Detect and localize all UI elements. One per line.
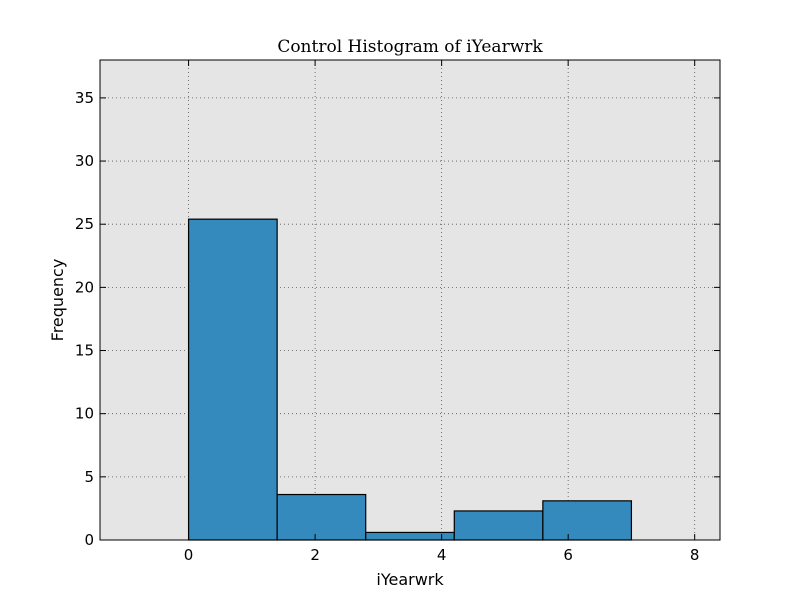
histogram-bar <box>542 500 633 541</box>
y-tick-label: 0 <box>84 531 94 549</box>
chart-title: Control Histogram of iYearwrk <box>277 37 543 57</box>
y-tick-label: 35 <box>75 89 94 107</box>
plot-frame <box>99 59 721 541</box>
x-axis-ticks: 0 2 4 6 8 <box>184 60 700 564</box>
histogram-bar <box>276 493 367 541</box>
histogram-bars <box>187 218 633 541</box>
histogram-bar <box>187 218 278 541</box>
x-axis-label: iYearwrk <box>376 570 444 589</box>
y-tick-label: 5 <box>84 468 94 486</box>
y-tick-label: 10 <box>75 405 94 423</box>
y-tick-label: 20 <box>75 278 94 296</box>
y-tick-label: 15 <box>75 342 94 360</box>
histogram-bar <box>365 531 455 541</box>
x-tick-label: 6 <box>563 546 573 564</box>
grid-lines <box>100 60 720 541</box>
y-axis-ticks: 0 5 10 15 20 25 30 35 <box>75 89 720 549</box>
y-axis-label: Frequency <box>48 259 67 342</box>
x-tick-label: 2 <box>310 546 320 564</box>
x-tick-label: 8 <box>690 546 700 564</box>
y-tick-label: 30 <box>75 152 94 170</box>
histogram-bar <box>453 510 544 541</box>
x-tick-label: 4 <box>437 546 447 564</box>
x-tick-label: 0 <box>184 546 194 564</box>
y-tick-label: 25 <box>75 215 94 233</box>
